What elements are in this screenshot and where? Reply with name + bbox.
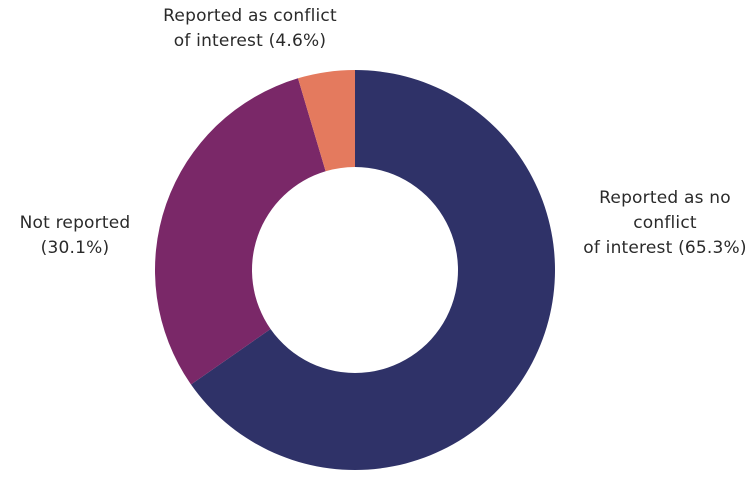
slice-conflict <box>297 70 355 172</box>
slice-label-not-reported-line-1: Not reported <box>19 213 131 233</box>
slice-label-conflict: Reported as conflict of interest (4.6%) <box>140 4 360 54</box>
slice-label-conflict-line-1: Reported as conflict <box>163 6 337 26</box>
slice-no-conflict <box>191 70 555 470</box>
slice-label-not-reported: Not reported (30.1%) <box>0 211 150 261</box>
slice-label-no-conflict-line-3: of interest (65.3%) <box>583 238 747 258</box>
slice-label-no-conflict: Reported as no conflict of interest (65.… <box>580 186 750 261</box>
slice-label-no-conflict-line-2: conflict <box>633 213 697 233</box>
slice-label-not-reported-line-2: (30.1%) <box>40 238 110 258</box>
slice-label-conflict-line-2: of interest (4.6%) <box>173 31 327 51</box>
slice-not-reported <box>154 78 326 385</box>
slice-label-no-conflict-line-1: Reported as no <box>599 188 731 208</box>
